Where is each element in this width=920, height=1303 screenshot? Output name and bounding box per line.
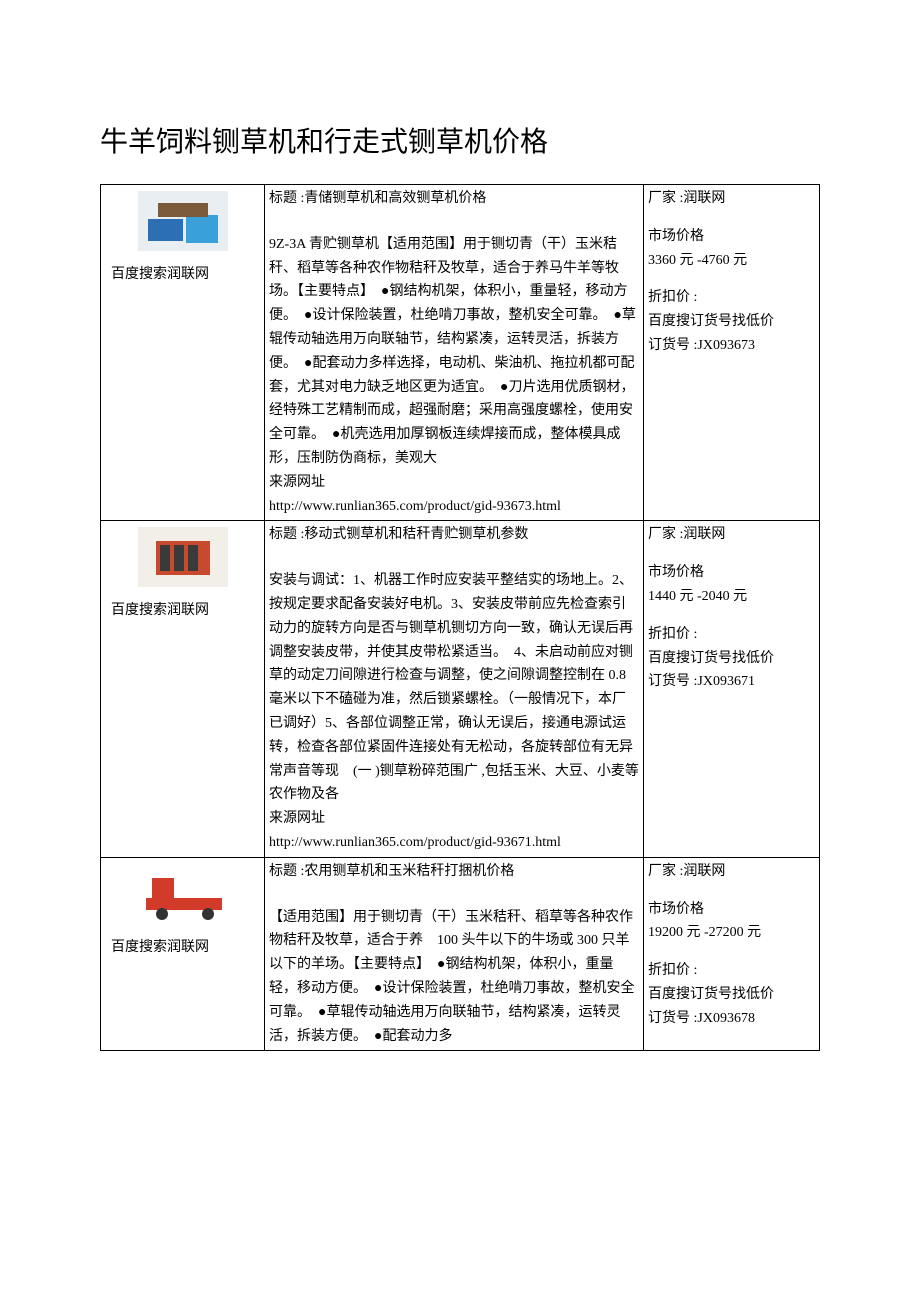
order-prefix: 订货号 : (648, 674, 697, 689)
source-url[interactable]: http://www.runlian365.com/product/gid-93… (269, 495, 639, 519)
price-label: 市场价格 (648, 561, 815, 585)
discount-label: 折扣价 : (648, 959, 815, 983)
price-value: 3360 元 -4760 元 (648, 249, 815, 273)
page-title: 牛羊饲料铡草机和行走式铡草机价格 (100, 120, 820, 160)
thumb-caption: 百度搜索润联网 (105, 936, 260, 960)
order-prefix: 订货号 : (648, 1011, 697, 1026)
product-table: 百度搜索润联网 标题 :青储铡草机和高效铡草机价格 9Z-3A 青贮铡草机【适用… (100, 184, 820, 1051)
product-thumb (138, 191, 228, 251)
discount-label: 折扣价 : (648, 286, 815, 310)
source-label: 来源网址 (269, 471, 639, 495)
desc-cell: 标题 :农用铡草机和玉米秸秆打捆机价格 【适用范围】用于铡切青（干）玉米秸秆、稻… (265, 857, 644, 1051)
vendor-name: 润联网 (683, 191, 725, 206)
vendor-prefix: 厂家 : (648, 527, 683, 542)
product-thumb (138, 864, 228, 924)
thumb-cell: 百度搜索润联网 (101, 521, 265, 857)
table-row: 百度搜索润联网 标题 :青储铡草机和高效铡草机价格 9Z-3A 青贮铡草机【适用… (101, 185, 820, 521)
product-title: 农用铡草机和玉米秸秆打捆机价格 (304, 864, 514, 879)
price-label: 市场价格 (648, 225, 815, 249)
discount-hint: 百度搜订货号找低价 (648, 983, 815, 1007)
thumb-cell: 百度搜索润联网 (101, 185, 265, 521)
thumb-cell: 百度搜索润联网 (101, 857, 265, 1051)
order-number: JX093673 (697, 338, 755, 353)
order-number: JX093671 (697, 674, 755, 689)
vendor-prefix: 厂家 : (648, 864, 683, 879)
order-prefix: 订货号 : (648, 338, 697, 353)
thumb-caption: 百度搜索润联网 (105, 599, 260, 623)
title-prefix: 标题 : (269, 191, 304, 206)
desc-cell: 标题 :青储铡草机和高效铡草机价格 9Z-3A 青贮铡草机【适用范围】用于铡切青… (265, 185, 644, 521)
thumb-caption: 百度搜索润联网 (105, 263, 260, 287)
source-url[interactable]: http://www.runlian365.com/product/gid-93… (269, 831, 639, 855)
product-body: 安装与调试：1、机器工作时应安装平整结实的场地上。2、按规定要求配备安装好电机。… (269, 569, 639, 807)
discount-hint: 百度搜订货号找低价 (648, 647, 815, 671)
vendor-name: 润联网 (683, 864, 725, 879)
price-label: 市场价格 (648, 898, 815, 922)
price-value: 1440 元 -2040 元 (648, 585, 815, 609)
title-prefix: 标题 : (269, 864, 304, 879)
product-title: 移动式铡草机和秸秆青贮铡草机参数 (304, 527, 528, 542)
meta-cell: 厂家 :润联网 市场价格 3360 元 -4760 元 折扣价 : 百度搜订货号… (644, 185, 820, 521)
table-row: 百度搜索润联网 标题 :农用铡草机和玉米秸秆打捆机价格 【适用范围】用于铡切青（… (101, 857, 820, 1051)
meta-cell: 厂家 :润联网 市场价格 19200 元 -27200 元 折扣价 : 百度搜订… (644, 857, 820, 1051)
order-number: JX093678 (697, 1011, 755, 1026)
source-label: 来源网址 (269, 807, 639, 831)
discount-hint: 百度搜订货号找低价 (648, 310, 815, 334)
title-prefix: 标题 : (269, 527, 304, 542)
vendor-name: 润联网 (683, 527, 725, 542)
meta-cell: 厂家 :润联网 市场价格 1440 元 -2040 元 折扣价 : 百度搜订货号… (644, 521, 820, 857)
desc-cell: 标题 :移动式铡草机和秸秆青贮铡草机参数 安装与调试：1、机器工作时应安装平整结… (265, 521, 644, 857)
vendor-prefix: 厂家 : (648, 191, 683, 206)
product-body: 9Z-3A 青贮铡草机【适用范围】用于铡切青（干）玉米秸秆、稻草等各种农作物秸秆… (269, 233, 639, 471)
price-value: 19200 元 -27200 元 (648, 921, 815, 945)
table-row: 百度搜索润联网 标题 :移动式铡草机和秸秆青贮铡草机参数 安装与调试：1、机器工… (101, 521, 820, 857)
product-thumb (138, 527, 228, 587)
product-body: 【适用范围】用于铡切青（干）玉米秸秆、稻草等各种农作物秸秆及牧草，适合于养 10… (269, 906, 639, 1049)
product-title: 青储铡草机和高效铡草机价格 (304, 191, 486, 206)
discount-label: 折扣价 : (648, 623, 815, 647)
